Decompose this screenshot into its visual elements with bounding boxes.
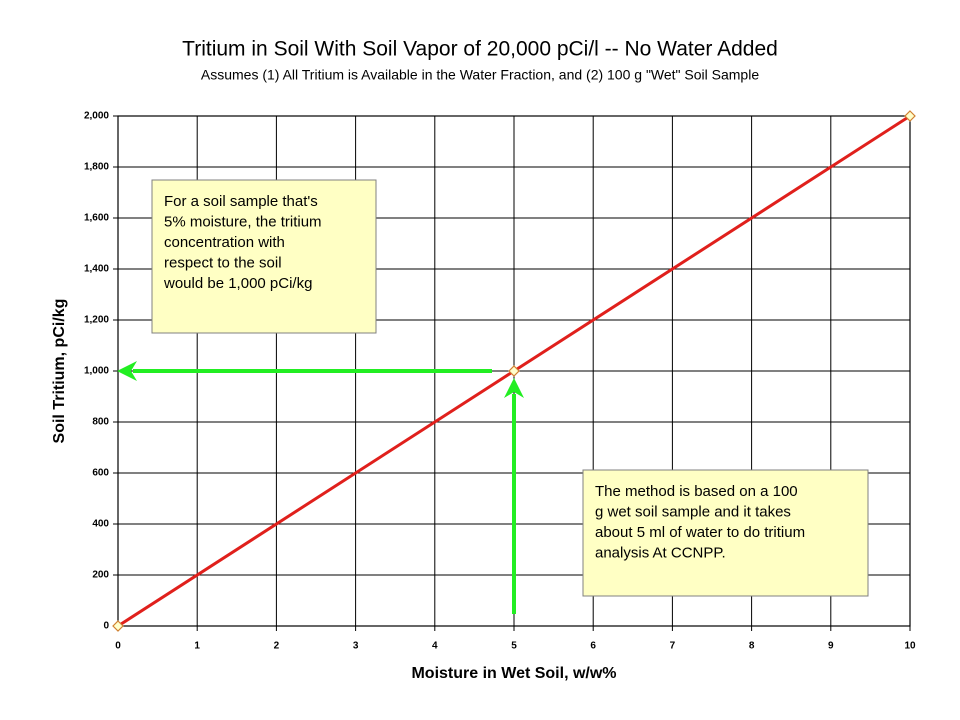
- y-axis-label: Soil Tritium, pCi/kg: [51, 299, 68, 444]
- x-tick-label: 8: [749, 641, 755, 652]
- annotation-text: 5% moisture, the tritium: [164, 213, 322, 230]
- y-tick-label: 200: [92, 570, 109, 581]
- data-point: [904, 110, 916, 122]
- annotation-text: respect to the soil: [164, 254, 282, 271]
- x-tick-label: 1: [194, 641, 200, 652]
- annotation-text: The method is based on a 100: [595, 483, 798, 500]
- annotation-text: g wet soil sample and it takes: [595, 503, 791, 520]
- x-tick-label: 9: [828, 641, 834, 652]
- y-tick-label: 1,000: [84, 366, 109, 377]
- y-tick-label: 1,600: [84, 213, 109, 224]
- x-tick-label: 2: [274, 641, 280, 652]
- x-tick-label: 0: [115, 641, 121, 652]
- x-tick-label: 7: [670, 641, 676, 652]
- y-tick-label: 2,000: [84, 111, 109, 122]
- x-tick-label: 5: [511, 641, 517, 652]
- data-point: [112, 620, 124, 632]
- annotation-text: analysis At CCNPP.: [595, 544, 726, 561]
- annotation-text: For a soil sample that's: [164, 193, 318, 210]
- annotation-text: would be 1,000 pCi/kg: [163, 275, 312, 292]
- y-tick-label: 600: [92, 468, 109, 479]
- annotation-text: concentration with: [164, 234, 285, 251]
- annotation-text: about 5 ml of water to do tritium: [595, 524, 805, 541]
- y-tick-label: 400: [92, 519, 109, 530]
- x-tick-label: 4: [432, 641, 438, 652]
- x-tick-label: 6: [590, 641, 596, 652]
- y-tick-label: 1,400: [84, 264, 109, 275]
- y-tick-label: 800: [92, 417, 109, 428]
- x-axis-label: Moisture in Wet Soil, w/w%: [411, 665, 616, 682]
- y-tick-label: 0: [103, 621, 109, 632]
- x-tick-label: 10: [904, 641, 916, 652]
- annotation-box: [151, 179, 377, 334]
- chart-subtitle: Assumes (1) All Tritium is Available in …: [201, 67, 759, 83]
- y-tick-label: 1,200: [84, 315, 109, 326]
- y-tick-label: 1,800: [84, 162, 109, 173]
- data-point: [508, 365, 520, 377]
- x-tick-label: 3: [353, 641, 359, 652]
- annotation-box: [582, 469, 869, 597]
- chart-title: Tritium in Soil With Soil Vapor of 20,00…: [182, 38, 778, 61]
